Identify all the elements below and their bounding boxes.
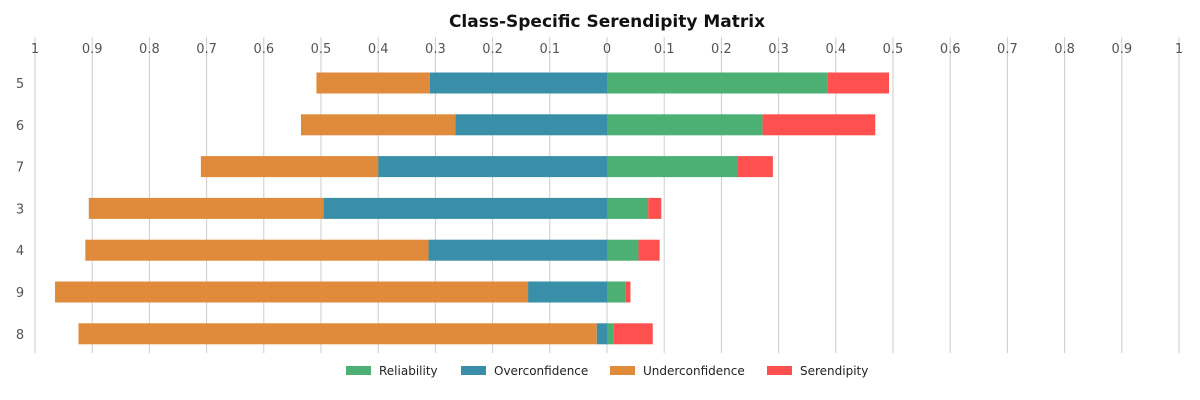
bar-underconfidence <box>200 156 379 178</box>
x-tick-label: 0.5 <box>883 42 904 57</box>
bar-reliability <box>607 323 614 345</box>
bar-overconfidence <box>378 156 607 178</box>
bar-overconfidence <box>428 239 607 261</box>
legend-swatch <box>610 366 635 375</box>
bar-serendipity <box>648 197 662 219</box>
legend-label: Overconfidence <box>494 364 588 378</box>
x-tick-label: 0.4 <box>368 42 389 57</box>
bar-underconfidence <box>55 281 529 303</box>
x-tick-label: 0.7 <box>196 42 217 57</box>
legend-label: Reliability <box>379 364 438 378</box>
chart-title: Class-Specific Serendipity Matrix <box>448 12 766 32</box>
x-tick-label: 0.7 <box>997 42 1018 57</box>
x-tick-label: 0.1 <box>654 42 675 57</box>
x-tick-label: 0.5 <box>311 42 332 57</box>
bar-overconfidence <box>455 114 607 136</box>
bar-underconfidence <box>88 197 324 219</box>
category-label: 9 <box>16 286 24 301</box>
bar-overconfidence <box>323 197 607 219</box>
x-tick-label: 0.6 <box>940 42 961 57</box>
bar-reliability <box>607 197 649 219</box>
x-tick-label: 0.8 <box>1054 42 1075 57</box>
bar-reliability <box>607 72 828 94</box>
legend-swatch <box>346 366 371 375</box>
x-tick-label: 0 <box>603 42 611 57</box>
legend-swatch <box>767 366 792 375</box>
category-label: 5 <box>16 77 24 92</box>
bar-overconfidence <box>528 281 607 303</box>
category-label: 7 <box>16 161 24 176</box>
bar-reliability <box>607 239 639 261</box>
x-tick-label: 0.8 <box>139 42 160 57</box>
bar-overconfidence <box>429 72 607 94</box>
x-tick-label: 0.3 <box>768 42 789 57</box>
legend-swatch <box>461 366 486 375</box>
bar-underconfidence <box>78 323 597 345</box>
x-tick-label: 0.3 <box>425 42 446 57</box>
x-tick-label: 0.2 <box>482 42 503 57</box>
category-label: 3 <box>16 202 24 217</box>
x-tick-label: 0.1 <box>539 42 560 57</box>
x-tick-label: 0.4 <box>825 42 846 57</box>
bar-serendipity <box>625 281 631 303</box>
x-tick-label: 0.6 <box>253 42 274 57</box>
category-label: 6 <box>16 119 24 134</box>
bar-serendipity <box>737 156 773 178</box>
bar-serendipity <box>762 114 876 136</box>
x-tick-label: 0.2 <box>711 42 732 57</box>
bar-reliability <box>607 114 763 136</box>
category-label: 4 <box>16 244 24 259</box>
bar-reliability <box>607 156 738 178</box>
category-label: 8 <box>16 328 24 343</box>
bar-overconfidence <box>596 323 607 345</box>
x-tick-label: 1 <box>1175 42 1183 57</box>
bar-serendipity <box>613 323 653 345</box>
bar-underconfidence <box>85 239 429 261</box>
bar-underconfidence <box>316 72 430 94</box>
x-tick-label: 0.9 <box>82 42 103 57</box>
legend-label: Underconfidence <box>643 364 745 378</box>
x-tick-label: 0.9 <box>1111 42 1132 57</box>
bar-reliability <box>607 281 626 303</box>
x-tick-label: 1 <box>31 42 39 57</box>
bar-underconfidence <box>300 114 456 136</box>
legend-label: Serendipity <box>800 364 868 378</box>
bar-serendipity <box>638 239 660 261</box>
bar-serendipity <box>827 72 889 94</box>
